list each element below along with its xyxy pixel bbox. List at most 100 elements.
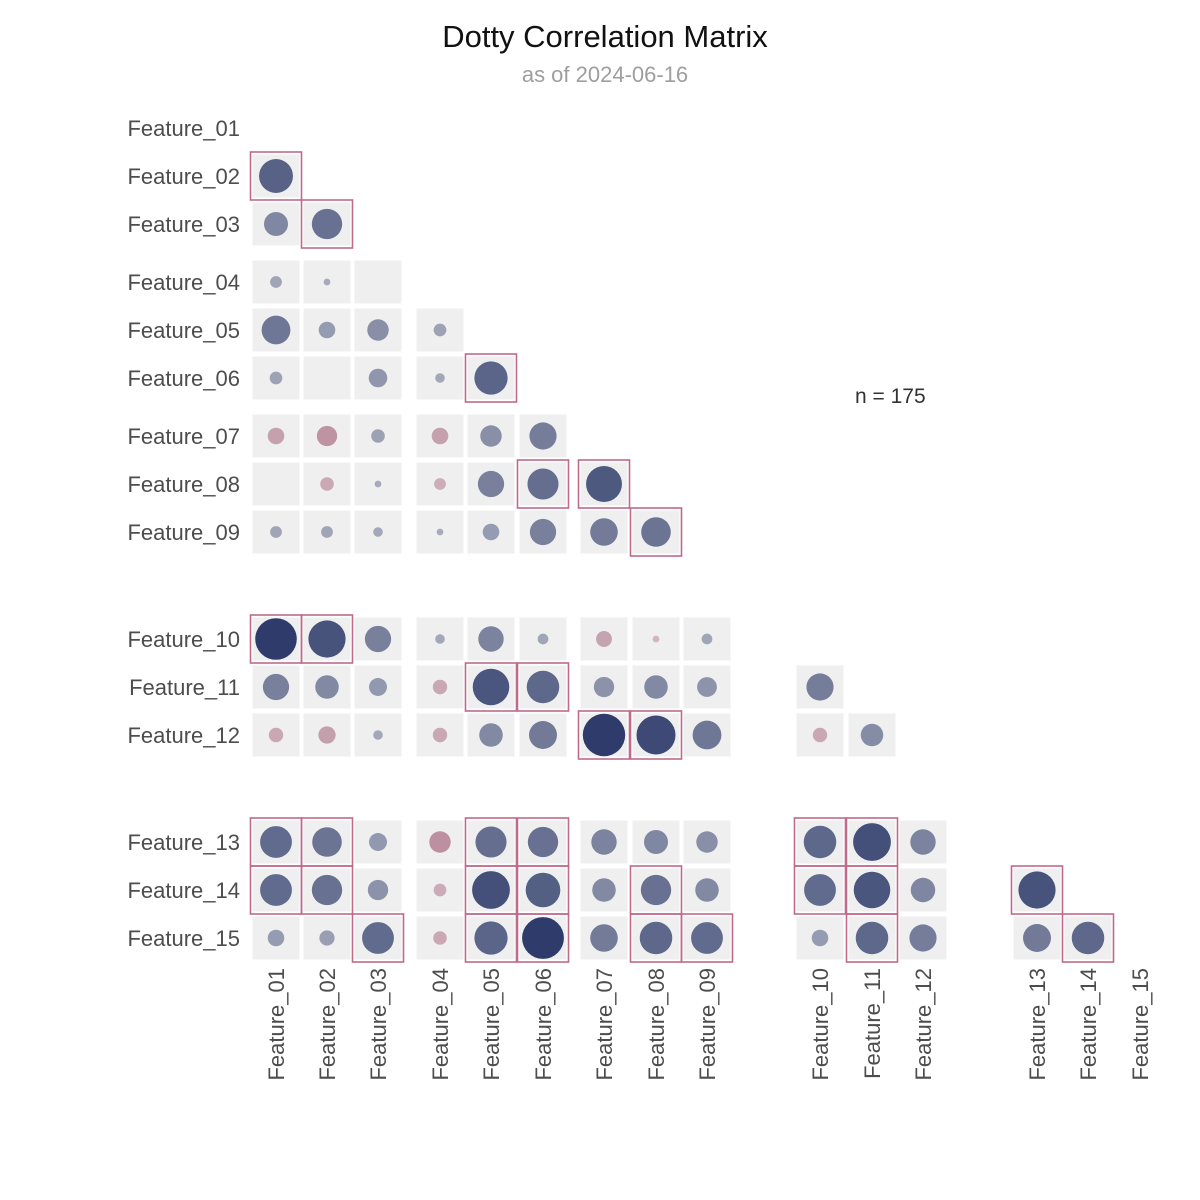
dot-feature-06-feature-01 — [269, 371, 283, 385]
dot-feature-11-feature-04 — [432, 679, 448, 695]
col-label-feature-11: Feature_11 — [860, 968, 885, 1079]
dot-feature-11-feature-09 — [697, 677, 717, 697]
dot-feature-09-feature-01 — [270, 526, 282, 538]
dot-feature-13-feature-11 — [853, 823, 891, 861]
col-label-feature-05: Feature_05 — [479, 968, 504, 1081]
dot-feature-08-feature-03 — [374, 480, 382, 488]
dot-feature-15-feature-10 — [811, 929, 829, 947]
dot-feature-15-feature-04 — [433, 931, 447, 945]
row-label-feature-01: Feature_01 — [127, 116, 240, 141]
column-labels: Feature_01 Feature_02 Feature_03 Feature_04… — [264, 968, 1153, 1081]
dot-feature-08-feature-05 — [477, 470, 505, 498]
dot-feature-05-feature-02 — [318, 321, 336, 339]
dot-feature-14-feature-07 — [592, 878, 616, 902]
dot-feature-09-feature-03 — [373, 527, 383, 537]
dot-feature-15-feature-06 — [522, 917, 564, 959]
col-label-feature-09: Feature_09 — [695, 968, 720, 1081]
col-label-feature-12: Feature_12 — [911, 968, 936, 1081]
dot-feature-14-feature-02 — [311, 874, 343, 906]
row-label-feature-09: Feature_09 — [127, 520, 240, 545]
dot-feature-09-feature-07 — [590, 518, 618, 546]
dot-feature-15-feature-03 — [362, 922, 394, 954]
dot-feature-10-feature-04 — [435, 634, 445, 644]
dot-feature-12-feature-07 — [582, 713, 626, 757]
dot-feature-06-feature-05 — [474, 361, 508, 395]
row-label-feature-13: Feature_13 — [127, 830, 240, 855]
dot-feature-03-feature-02 — [311, 208, 343, 240]
dot-feature-13-feature-09 — [696, 831, 718, 853]
tile-feature-06-feature-02 — [303, 356, 351, 400]
dot-feature-12-feature-03 — [373, 730, 383, 740]
dot-feature-15-feature-12 — [909, 924, 937, 952]
dot-feature-07-feature-04 — [431, 427, 449, 445]
dot-feature-10-feature-06 — [537, 633, 549, 645]
dot-feature-15-feature-07 — [590, 924, 618, 952]
dot-feature-11-feature-05 — [472, 668, 510, 706]
dot-feature-07-feature-02 — [316, 425, 338, 447]
col-label-feature-10: Feature_10 — [808, 968, 833, 1081]
dot-feature-08-feature-04 — [434, 478, 446, 490]
highlight-feature-06-feature-05 — [464, 353, 518, 403]
dot-feature-10-feature-02 — [308, 620, 346, 658]
dot-feature-09-feature-02 — [321, 526, 333, 538]
highlight-feature-15-feature-06 — [516, 913, 570, 963]
dot-feature-11-feature-10 — [806, 673, 834, 701]
dot-feature-12-feature-02 — [318, 726, 336, 744]
dot-feature-03-feature-01 — [264, 212, 288, 236]
dot-feature-12-feature-05 — [479, 723, 503, 747]
row-label-feature-08: Feature_08 — [127, 472, 240, 497]
highlight-feature-08-feature-07 — [577, 459, 631, 509]
dot-feature-12-feature-08 — [636, 715, 676, 755]
dot-feature-13-feature-05 — [475, 826, 507, 858]
dot-feature-14-feature-03 — [367, 879, 389, 901]
dot-feature-13-feature-04 — [429, 831, 451, 853]
col-label-feature-04: Feature_04 — [428, 968, 453, 1081]
dot-feature-09-feature-04 — [436, 528, 444, 536]
dot-feature-06-feature-04 — [435, 373, 445, 383]
dot-feature-15-feature-11 — [855, 921, 889, 955]
dot-feature-15-feature-05 — [474, 921, 508, 955]
dot-feature-11-feature-01 — [262, 673, 290, 701]
dot-feature-13-feature-06 — [527, 826, 559, 858]
dot-feature-07-feature-06 — [529, 422, 557, 450]
highlight-feature-03-feature-02 — [300, 199, 354, 249]
dot-feature-08-feature-06 — [527, 468, 559, 500]
dot-feature-07-feature-01 — [267, 427, 285, 445]
dot-feature-12-feature-06 — [529, 721, 557, 749]
dot-feature-13-feature-02 — [312, 827, 342, 857]
dot-feature-13-feature-01 — [260, 826, 292, 858]
dot-feature-11-feature-06 — [526, 670, 560, 704]
highlight-feature-11-feature-06 — [516, 662, 570, 712]
dot-feature-10-feature-01 — [255, 618, 297, 660]
dot-feature-12-feature-10 — [812, 727, 828, 743]
dot-feature-14-feature-10 — [804, 874, 836, 906]
col-label-feature-08: Feature_08 — [644, 968, 669, 1081]
dot-feature-04-feature-01 — [270, 276, 282, 288]
row-labels: Feature_01 Feature_02 Feature_03 Feature_04… — [127, 116, 240, 951]
highlight-feature-15-feature-14 — [1061, 913, 1115, 963]
dot-feature-13-feature-07 — [591, 829, 617, 855]
dot-feature-11-feature-08 — [644, 675, 668, 699]
col-label-feature-13: Feature_13 — [1025, 968, 1050, 1081]
dot-feature-07-feature-03 — [371, 429, 385, 443]
col-label-feature-14: Feature_14 — [1076, 968, 1101, 1081]
dot-feature-15-feature-09 — [691, 922, 723, 954]
row-label-feature-07: Feature_07 — [127, 424, 240, 449]
sample-size-annotation: n = 175 — [855, 385, 926, 408]
dot-feature-15-feature-14 — [1071, 921, 1105, 955]
dot-feature-11-feature-02 — [315, 675, 339, 699]
tile-feature-08-feature-01 — [252, 462, 300, 506]
chart-title: Dotty Correlation Matrix — [442, 19, 768, 54]
col-label-feature-15: Feature_15 — [1128, 968, 1153, 1081]
dot-feature-14-feature-04 — [433, 883, 447, 897]
row-label-feature-03: Feature_03 — [127, 212, 240, 237]
dot-feature-15-feature-02 — [319, 930, 335, 946]
highlight-feature-11-feature-05 — [464, 662, 518, 712]
matrix-dots — [255, 159, 1105, 959]
dot-feature-10-feature-07 — [596, 631, 612, 647]
dot-feature-07-feature-05 — [480, 425, 502, 447]
row-label-feature-06: Feature_06 — [127, 366, 240, 391]
dot-feature-14-feature-11 — [853, 871, 891, 909]
chart-subtitle: as of 2024-06-16 — [522, 62, 688, 87]
